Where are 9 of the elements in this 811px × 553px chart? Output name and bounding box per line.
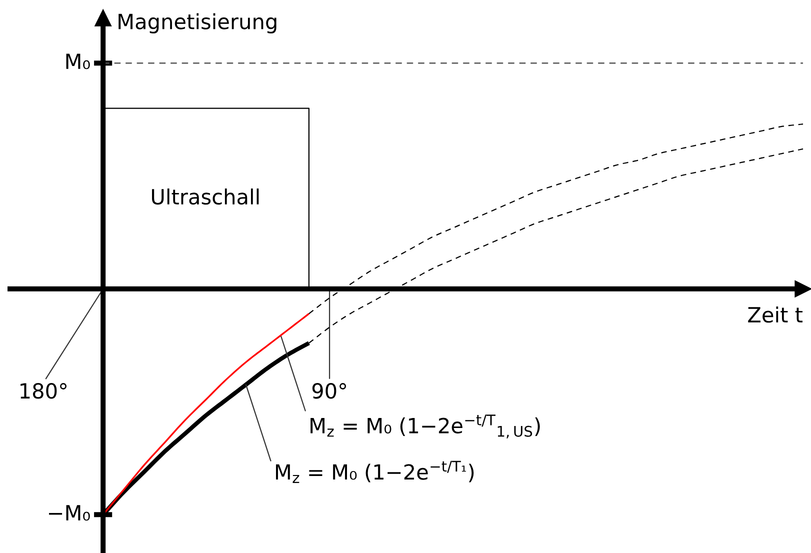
x-axis-title: Zeit t	[748, 306, 803, 323]
annotation: Ultraschall	[152, 188, 259, 205]
annotation: M$_{z}$ = M₀ (1−2e$^{−t/T₁}$)	[276, 460, 474, 483]
text: 180°	[20, 383, 66, 399]
y-axis-title: Magnetisierung	[118, 13, 276, 34]
annotation: M$_{z}$ = M₀ (1−2e$^{−t/T}$$_{1,US}$)	[310, 414, 540, 438]
ref-line-label: M₀	[66, 54, 90, 70]
annotation: 90°	[312, 383, 346, 399]
text: −M₀	[49, 505, 90, 521]
